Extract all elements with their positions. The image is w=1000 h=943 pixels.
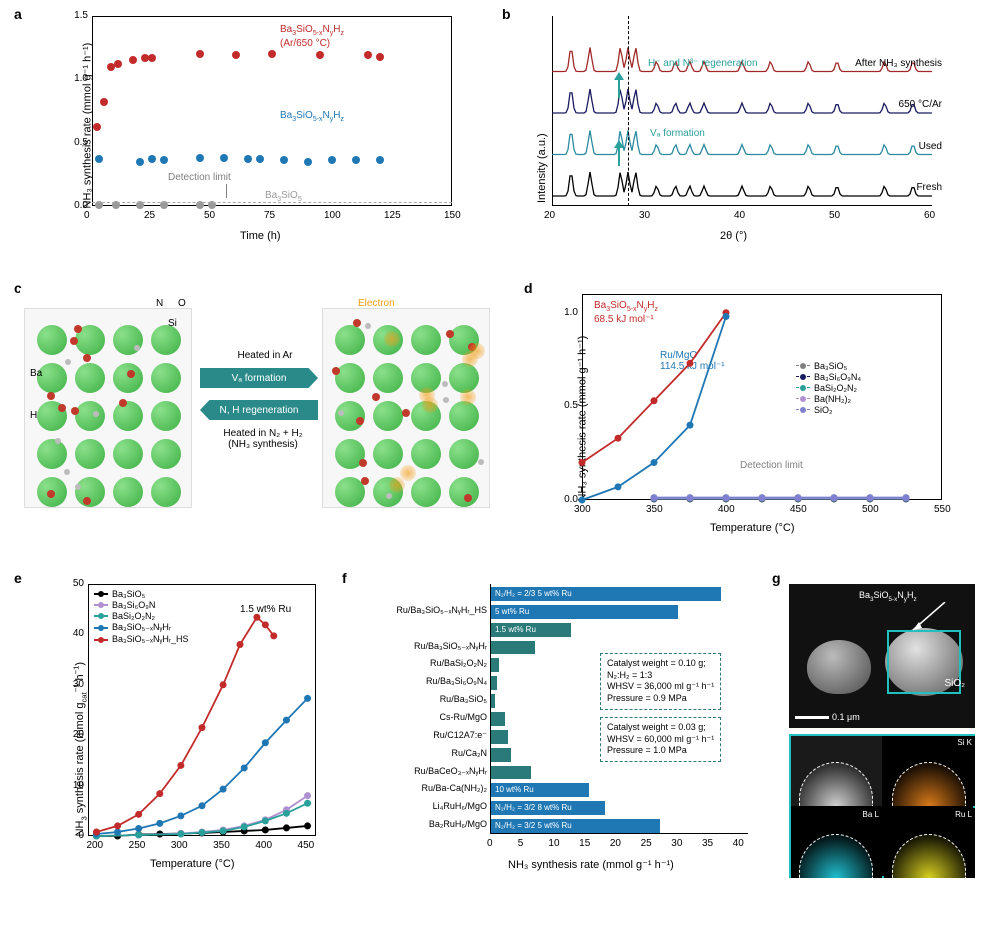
legend-o: O	[178, 298, 186, 309]
label-b: b	[502, 6, 511, 22]
panel-g: Ba3SiO5-xNyHz SiO₂ 0.1 μm Si KBa LRu L	[785, 580, 980, 880]
crystal-right	[322, 308, 490, 508]
legend-ba: Ba	[30, 368, 42, 379]
ylabel-a: NH₃ synthesis rate (mmol g⁻¹ h⁻¹)	[81, 19, 94, 209]
xlabel-a: Time (h)	[240, 230, 281, 242]
xlabel-f: NH₃ synthesis rate (mmol g⁻¹ h⁻¹)	[508, 858, 674, 871]
info-box-2: Catalyst weight = 0.03 g; WHSV = 60,000 …	[600, 717, 721, 762]
heated-ar-text: Heated in Ar	[215, 350, 315, 361]
info-box-1: Catalyst weight = 0.10 g; N₂:H₂ = 1:3 WH…	[600, 653, 721, 710]
heated-n2h2-text: Heated in N₂ + H₂ (NH₃ synthesis)	[208, 428, 318, 450]
plot-a	[92, 16, 452, 206]
legend-si: Si	[168, 318, 177, 329]
figure-root: a b c d e f g NH₃ synthesis rate (mmol g…	[0, 0, 1000, 943]
crystal-left	[24, 308, 192, 508]
series-label-gray: Ba3SiO5	[265, 190, 302, 203]
panel-f: 0510152025303540N₂/H₂ = 2/3 5 wt% RuRu/B…	[358, 580, 758, 880]
label-e: e	[14, 570, 22, 586]
label-d: d	[524, 280, 533, 296]
label-g: g	[772, 570, 781, 586]
g-scale: 0.1 μm	[795, 712, 860, 722]
g-main-label: Ba3SiO5-xNyHz	[859, 590, 917, 603]
panel-e: NH3 synthesis rate (mmol gcat−1 h−1) Tem…	[50, 580, 330, 880]
sem-image: Ba3SiO5-xNyHz SiO₂ 0.1 μm	[789, 584, 975, 728]
xlabel-e: Temperature (°C)	[150, 858, 234, 870]
band-va: Vₐ formation	[200, 368, 318, 388]
band-regen: N, H regeneration	[200, 400, 318, 420]
legend-n: N	[156, 298, 163, 309]
eds-grid: Si KBa LRu L	[789, 734, 975, 878]
g-sio2: SiO₂	[944, 678, 965, 689]
panel-d: NH₃ synthesis rate (mmol g⁻¹ h⁻¹) Temper…	[540, 290, 960, 540]
series-label-blue: Ba3SiO5-xNyHz	[280, 110, 344, 123]
panel-b: Intensity (a.u.) 2θ (°) 2030405060After …	[520, 12, 960, 252]
xlabel-b: 2θ (°)	[720, 230, 747, 242]
series-label-red: Ba3SiO5-xNyHz(Ar/650 °C)	[280, 24, 344, 49]
legend-electron: Electron	[358, 298, 395, 309]
panel-c: Heated in Ar Vₐ formation N, H regenerat…	[20, 290, 500, 540]
panel-a: NH₃ synthesis rate (mmol g⁻¹ h⁻¹) Time (…	[50, 12, 470, 252]
label-f: f	[342, 570, 347, 586]
xlabel-d: Temperature (°C)	[710, 522, 794, 534]
ylabel-b: Intensity (a.u.)	[536, 23, 548, 203]
detection-limit-a: Detection limit	[168, 172, 231, 183]
label-a: a	[14, 6, 22, 22]
legend-h: H	[30, 410, 37, 421]
